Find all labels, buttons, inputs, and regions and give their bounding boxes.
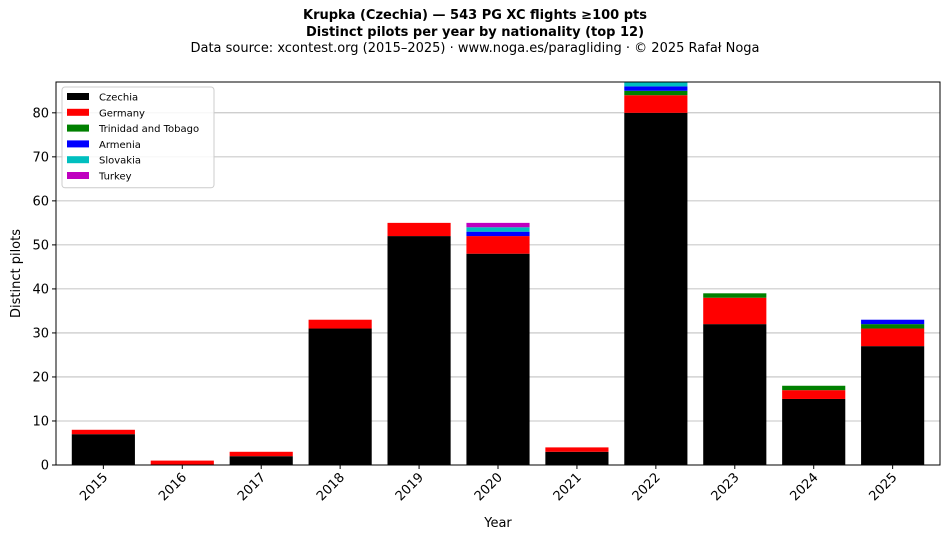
legend-box — [61, 86, 215, 189]
x-tick-label: 2021 — [551, 470, 585, 504]
bar-segment — [624, 95, 688, 113]
bar-stacks — [71, 82, 925, 465]
y-tick-label: 40 — [32, 282, 49, 297]
bar-segment — [861, 328, 925, 347]
bar-segment — [861, 319, 925, 325]
x-tick-label: 2015 — [77, 470, 111, 504]
bar-segment — [71, 434, 135, 465]
bar-segment — [466, 231, 530, 237]
bar-segment — [703, 297, 767, 325]
legend: Czechia Germany Trinidad and Tobago Armenia… — [61, 86, 215, 189]
bar-segment — [229, 451, 293, 457]
x-tick-label: 2018 — [314, 470, 348, 504]
legend-label: Czechia — [99, 93, 138, 104]
chart-title: Krupka (Czechia) — 543 PG XC flights ≥10… — [303, 8, 647, 23]
x-tick-label: 2025 — [866, 470, 900, 504]
legend-swatch — [67, 140, 89, 148]
bar-segment — [308, 319, 372, 329]
legend-swatch — [67, 108, 89, 116]
y-tick-label: 20 — [32, 370, 49, 385]
x-axis-label: Year — [483, 516, 512, 531]
x-tick-label: 2019 — [393, 470, 427, 504]
bar-segment — [466, 227, 530, 232]
y-tick-label: 10 — [32, 414, 49, 429]
bar-segment — [545, 447, 609, 452]
x-tick-label: 2020 — [472, 470, 506, 504]
bar-segment — [782, 385, 846, 391]
legend-label: Trinidad and Tobago — [98, 124, 199, 135]
y-axis-label: Distinct pilots — [9, 229, 24, 318]
x-tick-label: 2024 — [788, 470, 822, 504]
x-tick-label: 2022 — [630, 470, 664, 504]
chart-titles: Krupka (Czechia) — 543 PG XC flights ≥10… — [0, 8, 950, 58]
bar-segment — [229, 456, 293, 465]
bar-segment — [150, 460, 214, 465]
bar-segment — [624, 112, 688, 465]
bar-segment — [703, 324, 767, 465]
y-tick-label: 80 — [32, 106, 49, 121]
y-tick-label: 30 — [32, 326, 49, 341]
legend-label: Armenia — [99, 140, 141, 151]
bar-segment — [624, 86, 688, 91]
bar-segment — [782, 390, 846, 399]
bar-segment — [624, 82, 688, 87]
legend-swatch — [67, 93, 89, 100]
bar-segment — [703, 293, 767, 298]
bar-segment — [308, 328, 372, 465]
bar-segment — [466, 236, 530, 254]
legend-label: Slovakia — [99, 156, 141, 167]
y-tick-label: 0 — [41, 459, 49, 474]
x-tick-label: 2023 — [709, 470, 743, 504]
legend-swatch — [67, 172, 89, 179]
bar-segment — [624, 90, 688, 96]
x-tick-label: 2017 — [235, 470, 269, 504]
bar-segment — [387, 222, 451, 237]
bar-segment — [466, 253, 530, 465]
legend-label: Germany — [99, 108, 145, 119]
bar-segment — [861, 324, 925, 329]
y-axis: 0 10 20 30 40 50 60 70 80 — [32, 106, 56, 474]
bar-segment — [387, 236, 451, 465]
x-axis: 2015 2016 2017 2018 2019 2020 2021 2022 2023 2024… — [77, 465, 900, 504]
y-tick-label: 60 — [32, 194, 49, 209]
chart-source: Data source: xcontest.org (2015–2025) · … — [190, 41, 760, 56]
bar-segment — [782, 398, 846, 465]
bar-segment — [71, 429, 135, 435]
legend-swatch — [67, 124, 89, 132]
x-tick-label: 2016 — [156, 470, 190, 504]
bar-segment — [466, 222, 530, 228]
y-tick-label: 50 — [32, 238, 49, 253]
legend-label: Turkey — [98, 172, 132, 183]
chart-subtitle: Distinct pilots per year by nationality … — [305, 24, 645, 40]
legend-swatch — [67, 156, 89, 164]
bar-segment — [545, 451, 609, 465]
y-tick-label: 70 — [32, 150, 49, 165]
bar-segment — [861, 346, 925, 465]
